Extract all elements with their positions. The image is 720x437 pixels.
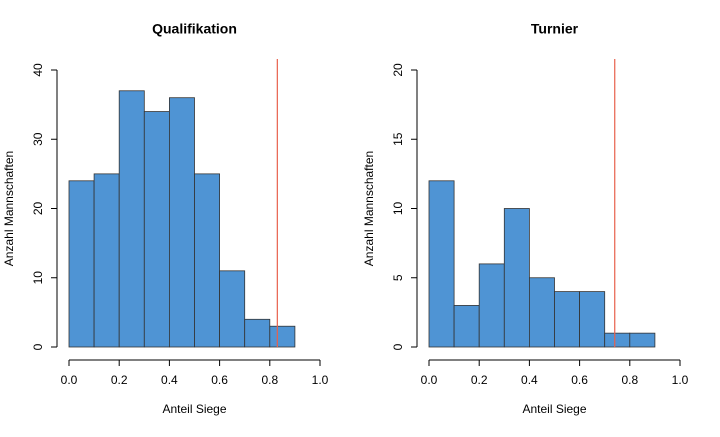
x-tick-label: 0.8 [621, 373, 638, 387]
x-tick-label: 0.6 [571, 373, 588, 387]
bar [604, 332, 631, 348]
y-axis-label: Anzahl Mannschaften [2, 151, 16, 266]
bar [93, 173, 120, 348]
x-tick-label: 0.2 [471, 373, 488, 387]
bar [629, 332, 656, 348]
y-tick-label: 30 [31, 132, 45, 146]
bar [503, 208, 530, 348]
y-tick-label: 10 [391, 202, 405, 216]
x-tick-label: 0.8 [261, 373, 278, 387]
y-tick-label: 40 [31, 63, 45, 77]
x-tick-label: 0.4 [161, 373, 178, 387]
bar [428, 180, 455, 348]
chart-title: Turnier [531, 21, 579, 37]
bar [194, 173, 221, 348]
y-tick-label: 15 [391, 132, 405, 146]
y-axis-label: Anzahl Mannschaften [362, 151, 376, 266]
x-tick-label: 0.2 [111, 373, 128, 387]
x-axis-label: Anteil Siege [522, 402, 586, 416]
bar [68, 180, 95, 348]
bar [554, 291, 581, 348]
bar [478, 263, 505, 348]
x-tick-label: 0.0 [421, 373, 438, 387]
bar [453, 305, 480, 348]
y-tick-label: 0 [31, 343, 45, 350]
y-tick-label: 20 [31, 202, 45, 216]
bar [168, 97, 195, 348]
x-tick-label: 1.0 [312, 373, 329, 387]
x-tick-label: 0.6 [211, 373, 228, 387]
x-tick-label: 0.4 [521, 373, 538, 387]
bar [118, 90, 145, 348]
y-tick-label: 10 [31, 271, 45, 285]
bar [269, 325, 296, 348]
y-tick-label: 20 [391, 63, 405, 77]
bar [143, 111, 170, 348]
bar [219, 270, 246, 348]
chart-title: Qualifikation [152, 21, 237, 37]
x-tick-label: 0.0 [61, 373, 78, 387]
x-tick-label: 1.0 [672, 373, 689, 387]
bar [579, 291, 606, 348]
bar [529, 277, 555, 348]
x-axis-label: Anteil Siege [162, 402, 226, 416]
y-tick-label: 5 [391, 274, 405, 281]
y-tick-label: 0 [391, 343, 405, 350]
bar [244, 318, 271, 348]
